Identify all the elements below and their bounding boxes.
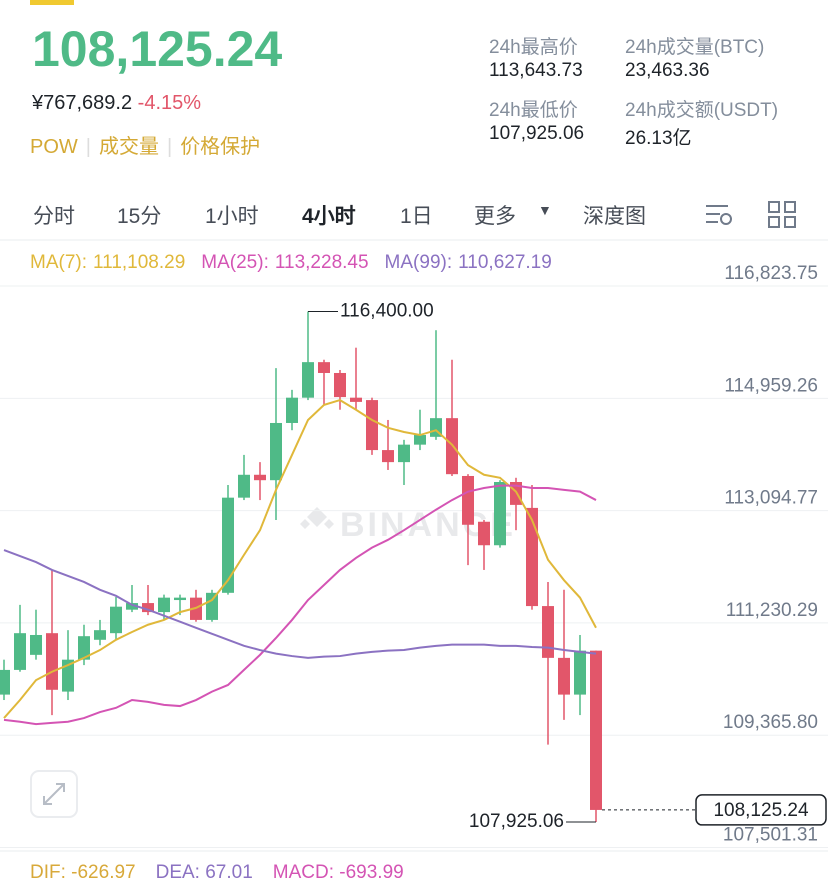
candle-body — [542, 606, 554, 658]
candle-body — [366, 400, 378, 451]
macd-item: DEA: 67.01 — [155, 862, 253, 883]
tab[interactable]: 更多 — [474, 205, 516, 228]
icon — [784, 216, 796, 228]
candle-body — [94, 630, 106, 640]
macd-item: DIF: -626.97 — [30, 862, 136, 883]
last-price-box — [695, 794, 827, 826]
candle-body — [318, 362, 330, 373]
change: -4.15% — [137, 92, 202, 114]
candle-body — [142, 603, 154, 613]
y-tick-label: 114,959.26 — [724, 375, 818, 396]
candle-body — [350, 397, 362, 402]
tab[interactable]: 1日 — [400, 205, 433, 228]
tag[interactable]: 价格保护 — [180, 136, 261, 158]
icon — [768, 216, 780, 228]
tag[interactable]: POW — [30, 136, 78, 158]
ma-line — [3, 484, 597, 726]
tab-active[interactable]: 4小时 — [302, 205, 356, 228]
icon — [768, 201, 780, 213]
low-label: 107,925.06 — [469, 811, 564, 832]
legend-value: 113,228.45 — [274, 252, 369, 273]
stat-label: 24h最高价 — [489, 37, 578, 58]
legend-name: MA(99): — [384, 252, 453, 273]
ma-line — [3, 549, 597, 659]
y-tick-label: 109,365.80 — [723, 712, 818, 733]
candle-body — [110, 606, 122, 634]
candle-body — [462, 475, 474, 525]
icon — [784, 201, 796, 213]
candle-body — [158, 597, 170, 613]
candle-body — [0, 669, 10, 695]
high-label: 116,400.00 — [340, 301, 434, 322]
stat-value: 26.13亿 — [625, 128, 692, 149]
candle-body — [78, 636, 90, 660]
y-tick-label: 111,230.29 — [726, 600, 818, 621]
last-price-label: 108,125.24 — [713, 800, 809, 821]
candle-body — [206, 592, 218, 620]
tab[interactable]: 分时 — [33, 205, 75, 228]
stat-value: 23,463.36 — [625, 60, 710, 81]
y-tick-label: 113,094.77 — [724, 488, 818, 509]
stat-label: 24h成交额(USDT) — [625, 100, 779, 121]
legend-name: MA(7): — [30, 252, 87, 273]
candle-body — [574, 650, 586, 695]
watermark-logo — [300, 507, 334, 529]
y-tick-label: 116,823.75 — [724, 263, 818, 284]
candle-body — [254, 474, 266, 481]
macd-legend: DIF: -626.97 DEA: 67.01 MACD: -693.99 — [30, 862, 424, 884]
macd-item: MACD: -693.99 — [272, 862, 404, 883]
price: 108,125.24 — [32, 21, 283, 77]
stat-label: 24h最低价 — [489, 100, 578, 121]
tab[interactable]: 1小时 — [205, 205, 259, 228]
tab[interactable]: 15分 — [117, 205, 162, 228]
candle-body — [382, 450, 394, 463]
icon — [706, 205, 728, 223]
expand-icon — [43, 783, 65, 805]
candle-body — [398, 444, 410, 463]
candle-body — [334, 372, 346, 398]
candle-body — [270, 422, 282, 481]
candle-body — [222, 497, 234, 593]
cny: ¥767,689.2 -4.15% — [32, 92, 201, 115]
cny-value: ¥767,689.2 — [32, 92, 133, 114]
ma-line — [3, 399, 597, 719]
dropdown-arrow[interactable]: ▼ — [538, 202, 552, 218]
legend-value: 110,627.19 — [458, 252, 552, 273]
candle-body — [174, 597, 186, 601]
stat-value: 107,925.06 — [489, 123, 585, 144]
icon — [720, 213, 732, 225]
tag[interactable]: 成交量 — [98, 136, 159, 158]
candle-body — [286, 397, 298, 423]
accent — [30, 0, 74, 5]
tab[interactable]: 深度图 — [583, 205, 646, 228]
y-tick-label: 107,501.31 — [723, 825, 818, 846]
candle-body — [126, 603, 138, 610]
candle-body — [494, 482, 506, 546]
candle-body — [558, 657, 570, 695]
ma-legend: MA(7): 111,108.29 MA(25): 113,228.45 MA(99):… — [30, 252, 568, 274]
candle-body — [302, 362, 314, 398]
candle-body — [14, 633, 26, 670]
legend-name: MA(25): — [201, 252, 269, 273]
candle-body — [62, 659, 74, 692]
candle-body — [478, 521, 490, 546]
legend-value: 111,108.29 — [93, 252, 186, 273]
candle-body — [590, 650, 602, 810]
candle-body — [30, 634, 42, 655]
candle-body — [414, 435, 426, 445]
tags: POW | 成交量 | 价格保护 — [30, 136, 261, 158]
stat-value: 113,643.73 — [489, 60, 583, 81]
stat-label: 24h成交量(BTC) — [625, 37, 765, 58]
candle-body — [46, 633, 58, 690]
candle-body — [526, 507, 538, 607]
candle-body — [238, 474, 250, 498]
